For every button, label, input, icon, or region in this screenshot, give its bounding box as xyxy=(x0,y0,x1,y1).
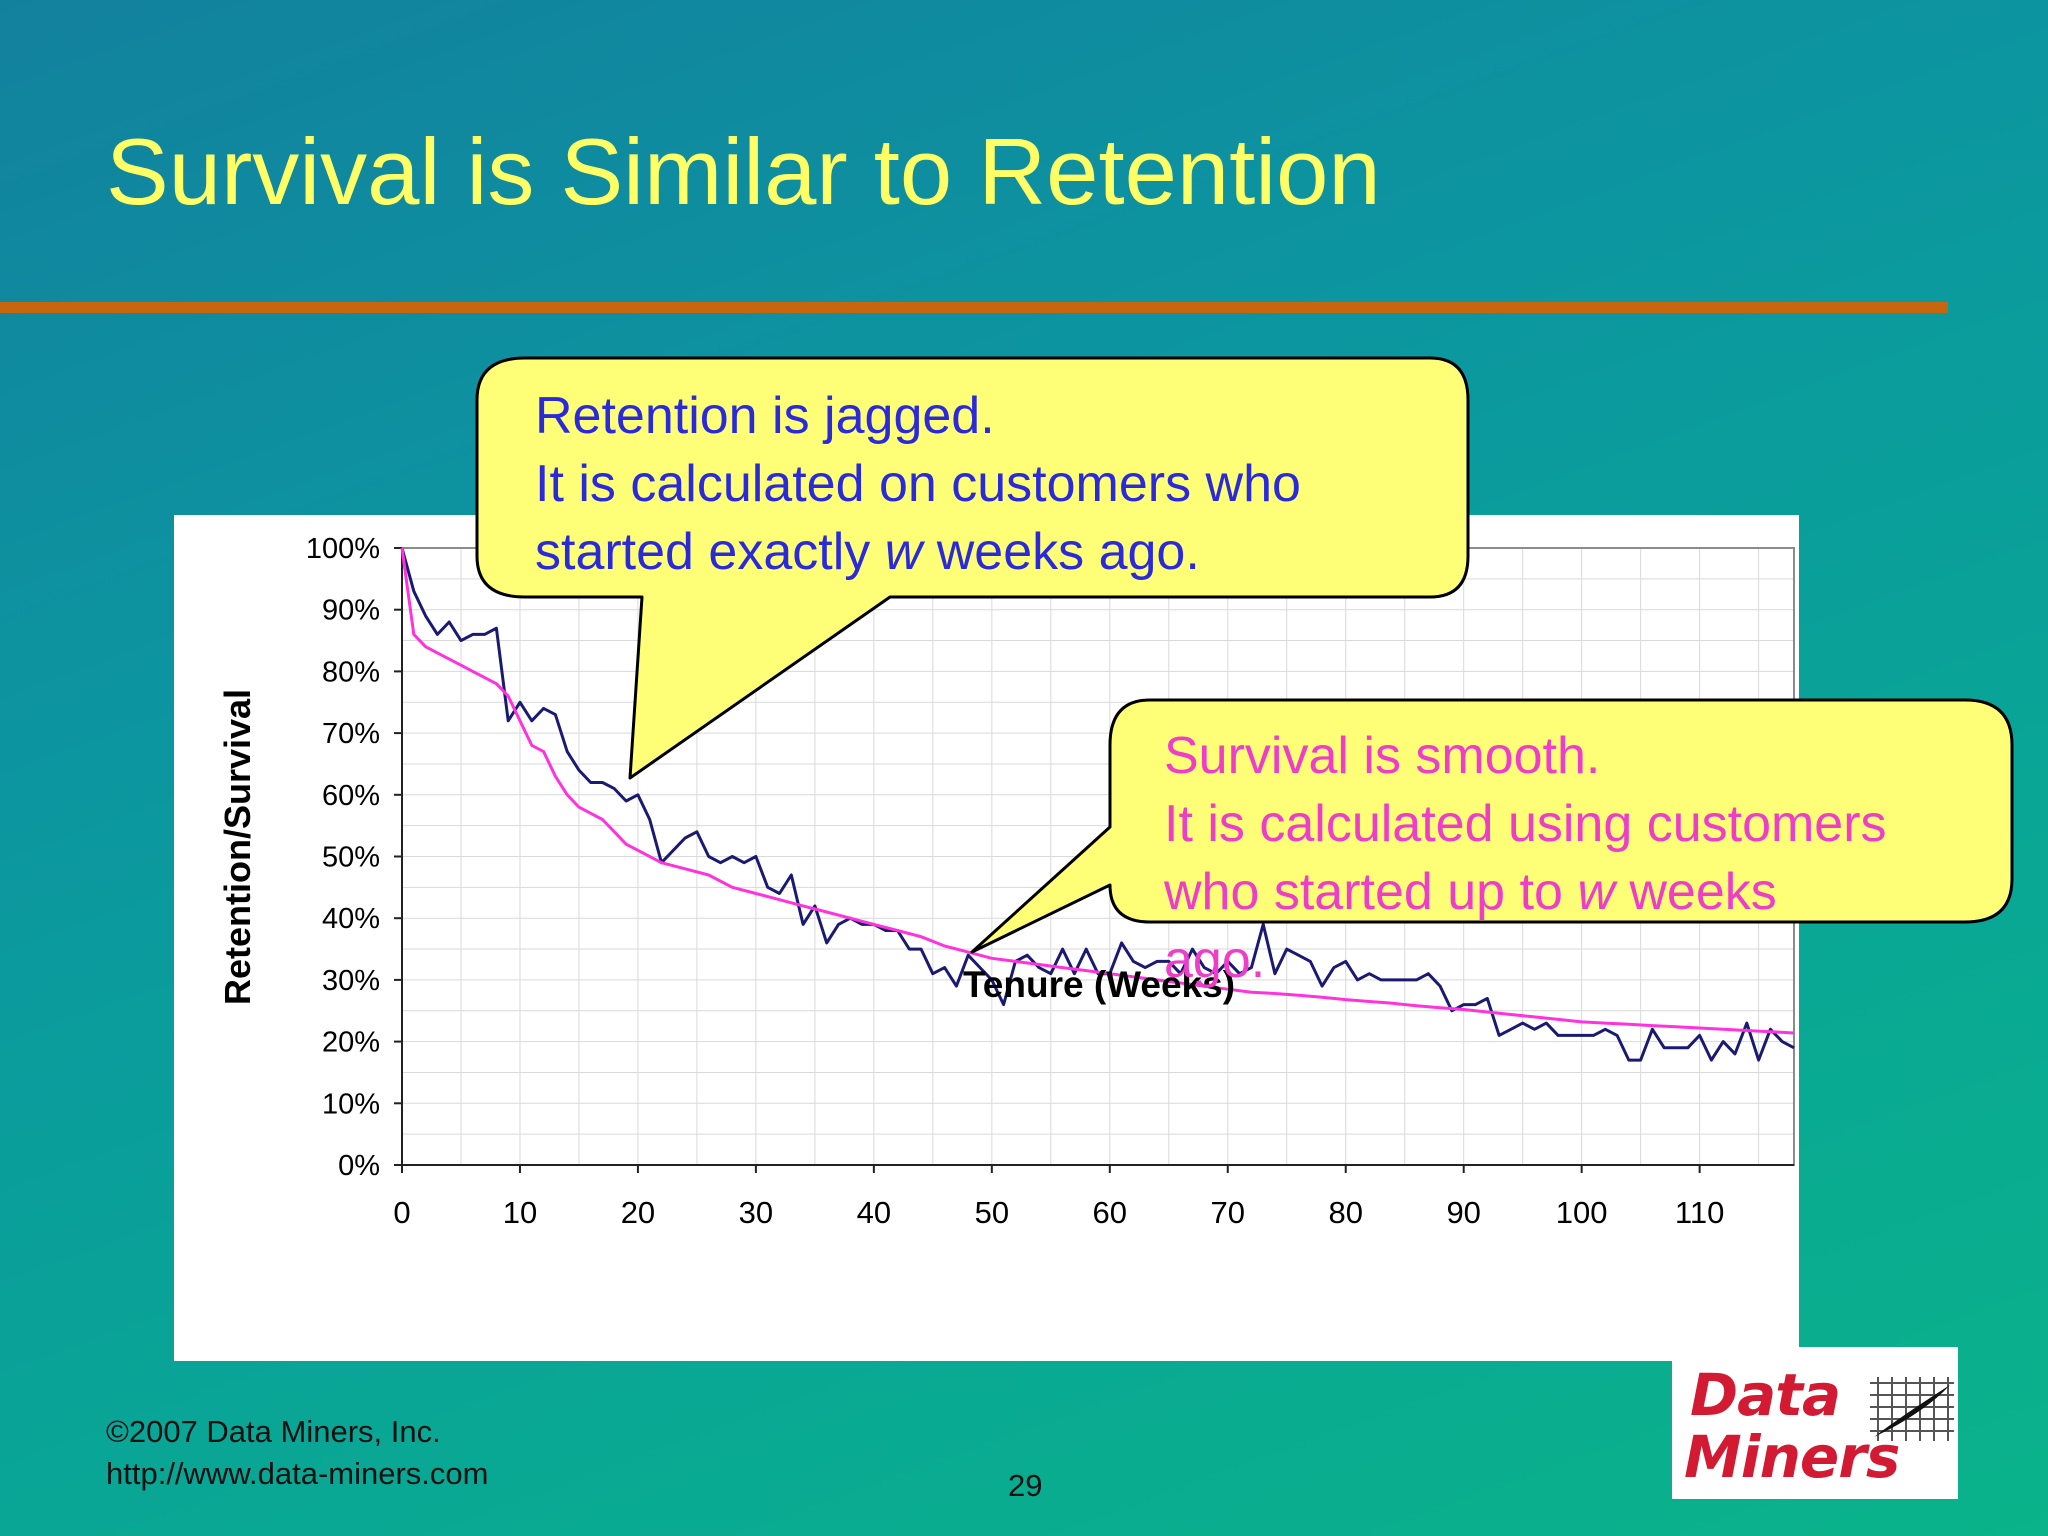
survival-callout-line-part: weeks xyxy=(1614,863,1777,921)
y-tick-label: 70% xyxy=(322,718,380,750)
retention-callout-text: Retention is jagged. It is calculated on… xyxy=(535,382,1301,586)
x-tick-label: 0 xyxy=(393,1195,410,1230)
page-number: 29 xyxy=(1008,1468,1043,1503)
x-tick-label: 80 xyxy=(1328,1195,1362,1230)
survival-callout-line: ago. xyxy=(1164,931,1266,989)
x-axis-title: Tenure (Weeks) xyxy=(963,964,1235,1005)
y-tick-label: 100% xyxy=(306,533,380,565)
chart-tick-labels: 0% 10% 20% 30% 40% 50% 60% 70% 80% 90% 100% 0 10 20 30… xyxy=(306,533,1725,1230)
x-tick-label: 40 xyxy=(857,1195,891,1230)
logo-word-miners: Miners xyxy=(1684,1423,1900,1491)
x-tick-label: 50 xyxy=(975,1195,1009,1230)
copyright-text: ©2007 Data Miners, Inc. xyxy=(106,1414,441,1449)
x-tick-label: 10 xyxy=(503,1195,537,1230)
slide-title: Survival is Similar to Retention xyxy=(106,119,1381,224)
x-tick-label: 70 xyxy=(1211,1195,1245,1230)
y-tick-label: 40% xyxy=(322,903,380,935)
grid-quill-icon xyxy=(1870,1377,1954,1441)
x-tick-label: 90 xyxy=(1446,1195,1480,1230)
y-axis-title: Retention/Survival xyxy=(217,689,258,1005)
x-tick-label: 60 xyxy=(1093,1195,1127,1230)
y-tick-label: 80% xyxy=(322,656,380,688)
survival-callout-text: Survival is smooth. It is calculated usi… xyxy=(1164,722,1887,994)
y-tick-label: 90% xyxy=(322,595,380,627)
retention-callout-line-part: weeks ago. xyxy=(922,523,1200,581)
y-tick-label: 20% xyxy=(322,1027,380,1059)
y-tick-label: 50% xyxy=(322,842,380,874)
survival-callout-line: It is calculated using customers xyxy=(1164,795,1887,853)
y-tick-label: 0% xyxy=(338,1150,380,1182)
y-tick-label: 60% xyxy=(322,780,380,812)
logo-word-data: Data xyxy=(1690,1361,1841,1429)
x-tick-label: 100 xyxy=(1556,1195,1608,1230)
retention-callout-line: It is calculated on customers who xyxy=(535,455,1301,513)
retention-callout-italic-w: w xyxy=(884,523,923,581)
x-tick-label: 30 xyxy=(739,1195,773,1230)
survival-callout-line: Survival is smooth. xyxy=(1164,727,1601,785)
retention-callout-line: started exactly w weeks ago. xyxy=(535,518,1301,586)
survival-callout-italic-w: w xyxy=(1577,863,1615,921)
y-tick-label: 30% xyxy=(322,965,380,997)
y-tick-label: 10% xyxy=(322,1088,380,1120)
retention-callout-line: Retention is jagged. xyxy=(535,387,995,445)
survival-callout-line: who started up to w weeks xyxy=(1164,858,1887,926)
survival-callout-line-part: who started up to xyxy=(1164,863,1578,921)
website-url: http://www.data-miners.com xyxy=(106,1456,489,1491)
data-miners-logo: Data Miners xyxy=(1672,1347,1958,1499)
title-divider xyxy=(0,302,1948,313)
x-tick-label: 110 xyxy=(1675,1195,1724,1230)
retention-series-line xyxy=(400,547,1795,1062)
retention-callout-line-part: started exactly xyxy=(535,523,885,581)
x-tick-label: 20 xyxy=(621,1195,655,1230)
